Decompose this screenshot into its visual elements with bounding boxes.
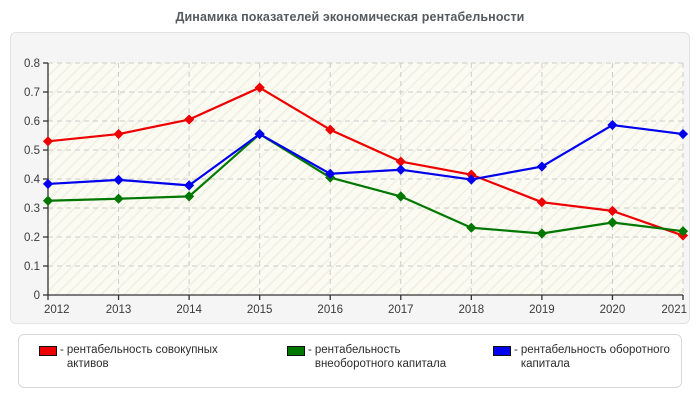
data-point[interactable]	[536, 197, 547, 208]
x-axis-ticks: 2012 2013 2014 2015 2016 2017 2018 2019 2020 2021	[44, 295, 687, 316]
x-tick-label: 2019	[529, 304, 555, 316]
y-tick-label: 0.5	[24, 145, 40, 157]
legend-label-1: рентабельность внеоборотного капитала	[314, 344, 447, 370]
gridlines	[48, 62, 684, 295]
line-chart: 00.10.20.30.40.50.60.70.8 2012 2013 2014 20…	[24, 58, 689, 316]
x-tick-label: 2020	[600, 304, 626, 316]
x-tick-label: 2014	[176, 304, 202, 316]
data-point[interactable]	[607, 205, 618, 216]
x-tick-label: 2021	[661, 304, 687, 316]
data-point[interactable]	[254, 82, 265, 93]
x-tick-label: 2012	[44, 304, 70, 316]
x-tick-label: 2017	[388, 304, 414, 316]
legend: - рентабельность совокупных активов - ре…	[18, 334, 682, 388]
data-point[interactable]	[607, 119, 618, 131]
y-tick-label: 0.2	[24, 232, 40, 244]
x-tick-label: 2013	[106, 304, 132, 316]
y-tick-label: 0.7	[24, 87, 40, 99]
x-tick-label: 2015	[247, 304, 273, 316]
data-point[interactable]	[395, 191, 406, 202]
legend-swatch-blue	[493, 346, 511, 356]
y-axis-ticks: 0 0.1 0.2 0.3 0.4 0.5 0.6 0.7 0.8	[24, 58, 48, 302]
y-tick-label: 0.4	[24, 174, 41, 186]
legend-item-1[interactable]: - рентабельность внеоборотного капитала	[273, 343, 479, 371]
x-tick-label: 2018	[459, 304, 485, 316]
y-tick-label: 0.3	[24, 203, 40, 215]
legend-swatch-red	[39, 346, 57, 356]
legend-dash-1: -	[308, 344, 312, 356]
legend-item-0[interactable]: - рентабельность совокупных активов	[25, 343, 273, 371]
x-tick-label: 2016	[317, 304, 343, 316]
data-point[interactable]	[42, 178, 54, 190]
y-tick-label: 0.1	[24, 261, 40, 273]
data-point[interactable]	[184, 180, 195, 191]
legend-dash-0: -	[60, 344, 64, 356]
legend-dash-2: -	[514, 344, 518, 356]
legend-swatch-green	[287, 346, 305, 356]
y-tick-label: 0.8	[24, 58, 40, 70]
page-title: Динамика показателей экономическая рента…	[175, 10, 525, 24]
y-tick-label: 0	[34, 290, 40, 302]
data-point[interactable]	[254, 128, 265, 140]
data-point[interactable]	[184, 114, 195, 125]
data-point[interactable]	[113, 193, 124, 204]
legend-item-2[interactable]: - рентабельность оборотного капитала	[479, 343, 679, 371]
y-tick-label: 0.6	[24, 116, 40, 128]
data-series	[42, 82, 689, 241]
plot-panel: 0 0.1 0.2 0.3 0.4 0.5 0.6 0.7 0.8 2012 2013 2014 20…	[10, 32, 690, 324]
legend-label-2: рентабельность оборотного капитала	[520, 344, 670, 370]
data-point[interactable]	[113, 174, 124, 185]
legend-label-0: рентабельность совокупных активов	[66, 344, 218, 370]
